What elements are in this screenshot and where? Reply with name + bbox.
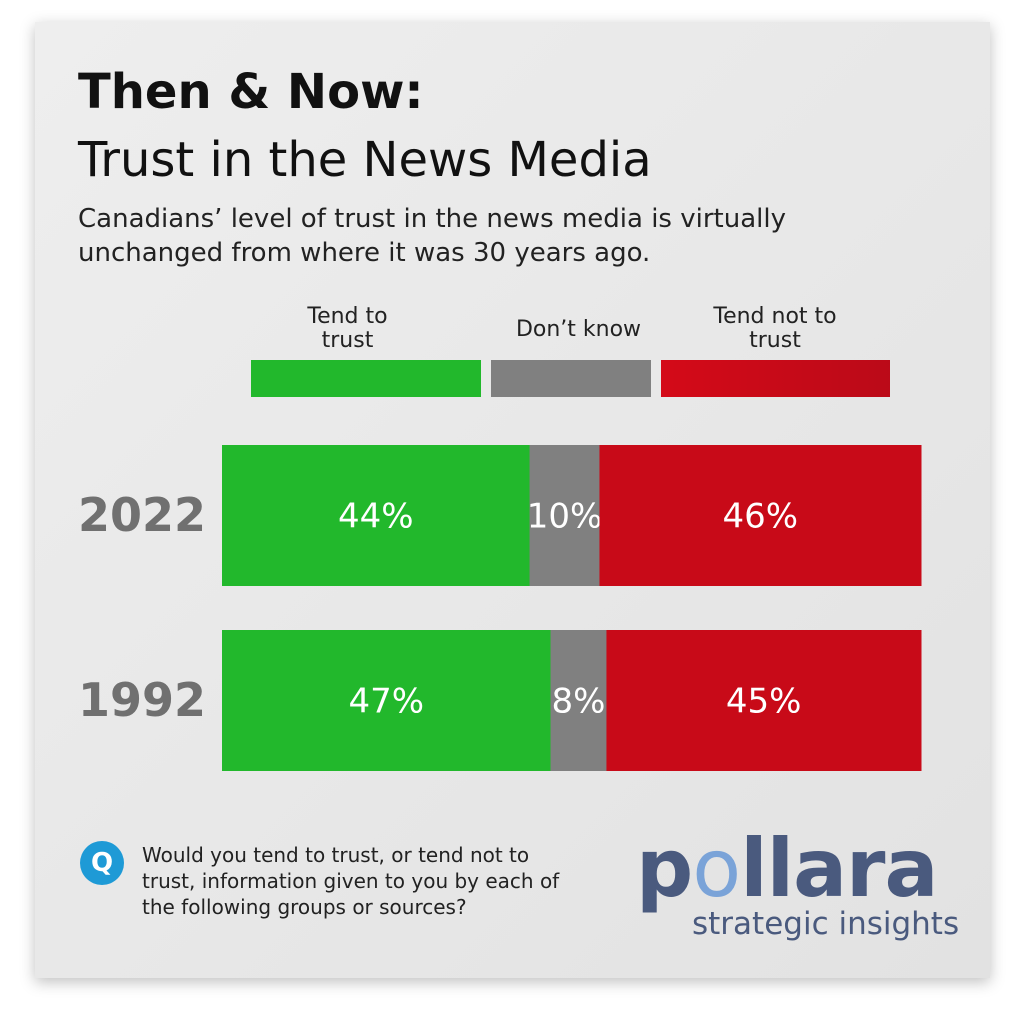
bar-1992-not-trust [606,630,922,771]
pollara-logo: pollara [636,822,938,915]
bar-1992-dont-know [550,630,607,771]
legend-swatch-trust [251,360,481,397]
data-label-1992-not-trust: 45% [726,682,802,722]
data-label-1992-trust: 47% [348,682,424,722]
description: Canadians’ level of trust in the news me… [78,204,786,268]
bar-2022-trust [222,445,531,586]
legend-trust: Tend to trust [307,304,388,353]
logo-tagline: strategic insights [692,906,960,942]
legend-swatch-dont-know [491,360,651,397]
subtitle-title: Trust in the News Media [78,132,652,188]
legend-swatch-not-trust [661,360,890,397]
bar-2022-dont-know [529,445,600,586]
bar-1992-trust [222,630,552,771]
category-label-1992: 1992 [78,673,207,727]
question-icon: Q [80,841,124,885]
data-label-2022-dont-know: 10% [527,497,603,537]
data-label-1992-dont-know: 8% [552,682,606,722]
category-label-2022: 2022 [78,488,207,542]
data-label-2022-not-trust: 46% [722,497,798,537]
title: Then & Now: [78,64,424,120]
legend-dont-know: Don’t know [515,317,642,342]
question-text: Would you tend to trust, or tend not to … [142,843,560,919]
data-label-2022-trust: 44% [338,497,414,537]
bar-2022-not-trust [599,445,922,586]
legend-not-trust: Tend not to trust [713,304,837,353]
